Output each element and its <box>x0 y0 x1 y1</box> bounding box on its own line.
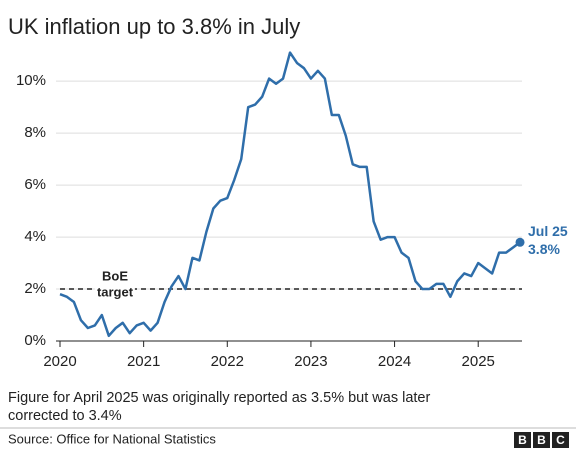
y-tick-label: 8% <box>24 124 46 141</box>
logo-letter: B <box>537 433 546 447</box>
source: Source: Office for National Statistics <box>8 431 216 446</box>
logo-block <box>552 432 569 448</box>
x-tick-label: 2021 <box>127 353 160 370</box>
target-label: BoE <box>102 268 128 283</box>
end-value-label: 3.8% <box>528 241 560 257</box>
target-label: target <box>97 284 134 299</box>
logo-block <box>533 432 550 448</box>
chart-title: UK inflation up to 3.8% in July <box>8 14 300 39</box>
logo-block <box>514 432 531 448</box>
logo-letter: B <box>518 433 527 447</box>
x-tick-label: 2022 <box>211 353 244 370</box>
y-tick-label: 0% <box>24 332 46 349</box>
logo-letter: C <box>556 433 565 447</box>
x-tick-label: 2023 <box>294 353 327 370</box>
y-tick-label: 4% <box>24 228 46 245</box>
end-marker <box>515 237 525 247</box>
x-tick-label: 2020 <box>43 353 76 370</box>
x-tick-label: 2025 <box>462 353 495 370</box>
end-date-label: Jul 25 <box>528 223 568 239</box>
footnote: corrected to 3.4% <box>8 408 122 424</box>
line-series <box>59 51 521 338</box>
x-tick-label: 2024 <box>378 353 411 370</box>
footnote: Figure for April 2025 was originally rep… <box>8 390 430 406</box>
y-tick-label: 10% <box>16 72 46 89</box>
y-tick-label: 6% <box>24 176 46 193</box>
y-tick-label: 2% <box>24 280 46 297</box>
